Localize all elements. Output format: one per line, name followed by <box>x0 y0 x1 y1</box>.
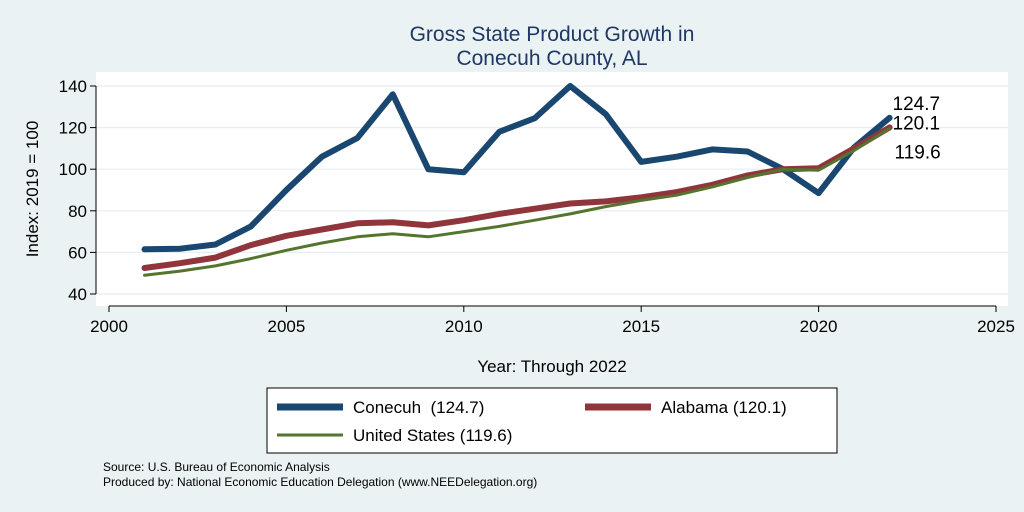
chart-title: Gross State Product Growth in <box>410 23 695 46</box>
y-tick-label-60: 60 <box>68 243 87 262</box>
series-line-conecuh <box>141 83 893 253</box>
y-axis-label: Index: 2019 = 100 <box>23 121 42 258</box>
y-tick-label-120: 120 <box>59 119 87 138</box>
y-tick-label-80: 80 <box>68 202 87 221</box>
legend-label-alabama: Alabama (120.1) <box>661 398 787 417</box>
axes: 40 60 80 100 120 140 2000 2005 2010 2015 2020 2025 <box>59 77 1015 336</box>
x-axis-label: Year: Through 2022 <box>477 357 626 376</box>
y-tick-label-100: 100 <box>59 160 87 179</box>
y-tick-label-140: 140 <box>59 77 87 96</box>
gridlines <box>96 85 1008 295</box>
producer-note: Produced by: National Economic Education… <box>103 475 537 489</box>
source-note: Source: U.S. Bureau of Economic Analysis <box>103 460 330 474</box>
end-label-alabama: 120.1 <box>893 113 941 134</box>
end-label-conecuh: 124.7 <box>893 94 941 115</box>
legend: Conecuh (124.7) Alabama (120.1) United S… <box>266 387 838 454</box>
x-tick-label-2025: 2025 <box>977 317 1015 336</box>
y-tick-label-40: 40 <box>68 285 87 304</box>
series-line-united-states <box>143 126 892 277</box>
chart-subtitle: Conecuh County, AL <box>456 47 647 70</box>
x-tick-label-2005: 2005 <box>267 317 305 336</box>
end-label-united-states: 119.6 <box>895 142 941 163</box>
legend-label-united-states: United States (119.6) <box>353 426 512 445</box>
legend-label-conecuh: Conecuh (124.7) <box>353 398 484 417</box>
plot-area <box>96 72 1008 306</box>
legend-box <box>266 387 838 454</box>
x-tick-label-2010: 2010 <box>445 317 483 336</box>
x-tick-label-2020: 2020 <box>800 317 838 336</box>
x-tick-label-2015: 2015 <box>622 317 660 336</box>
x-tick-label-2000: 2000 <box>90 317 128 336</box>
series-layer <box>141 83 893 277</box>
